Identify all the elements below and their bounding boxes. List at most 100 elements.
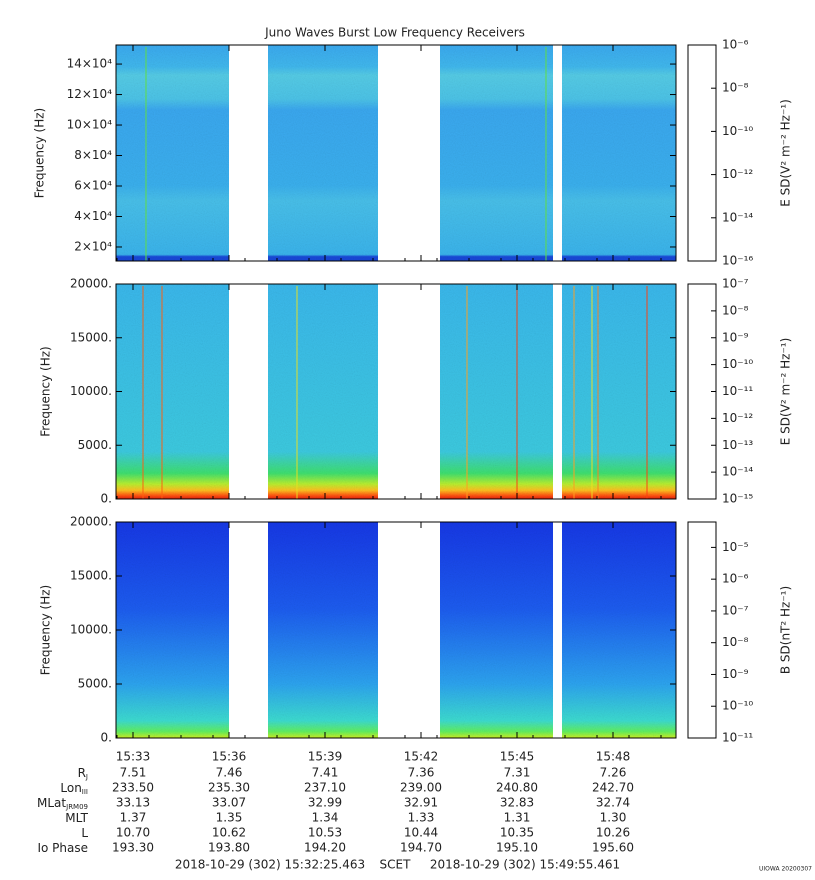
x-tick-label: 15:42 bbox=[404, 750, 439, 764]
ephemeris-name: MLT bbox=[65, 811, 88, 825]
ephemeris-sub: JRM09 bbox=[65, 803, 88, 811]
colorbar-tick-label: 10⁻⁹ bbox=[722, 667, 749, 681]
ephemeris-label: LonIII bbox=[60, 781, 88, 797]
colorbar bbox=[687, 44, 717, 262]
ephemeris-value: 32.91 bbox=[404, 796, 438, 810]
footer-start: 2018-10-29 (302) 15:32:25.463 bbox=[175, 858, 365, 872]
ephemeris-value: 240.80 bbox=[496, 781, 538, 795]
x-tick-label: 15:48 bbox=[596, 750, 631, 764]
ephemeris-value: 10.44 bbox=[404, 826, 438, 840]
ephemeris-value: 33.07 bbox=[212, 796, 246, 810]
ephemeris-value: 7.26 bbox=[600, 766, 627, 780]
ephemeris-label: MLT bbox=[65, 811, 88, 825]
colorbar-tick-label: 10⁻⁶ bbox=[722, 38, 749, 52]
y-tick-label: 4×10⁴ bbox=[74, 209, 112, 223]
colorbar-tick-label: 10⁻¹¹ bbox=[722, 731, 753, 745]
ephemeris-value: 33.13 bbox=[116, 796, 150, 810]
ephemeris-value: 1.33 bbox=[408, 811, 435, 825]
colorbar-tick-label: 10⁻¹⁵ bbox=[722, 492, 753, 506]
colorbar-tick-label: 10⁻⁸ bbox=[722, 81, 749, 95]
ephemeris-value: 10.70 bbox=[116, 826, 150, 840]
colorbar-tick-label: 10⁻⁷ bbox=[722, 277, 749, 291]
ephemeris-value: 239.00 bbox=[400, 781, 442, 795]
ephemeris-value: 7.41 bbox=[312, 766, 339, 780]
colorbar-tick-label: 10⁻¹² bbox=[722, 411, 753, 425]
ephemeris-value: 10.53 bbox=[308, 826, 342, 840]
ephemeris-name: L bbox=[81, 826, 88, 840]
ephemeris-value: 194.70 bbox=[400, 841, 442, 855]
ephemeris-value: 242.70 bbox=[592, 781, 634, 795]
ephemeris-value: 32.99 bbox=[308, 796, 342, 810]
ephemeris-value: 1.37 bbox=[120, 811, 147, 825]
y-tick-label: 20000. bbox=[70, 515, 112, 529]
ephemeris-value: 7.36 bbox=[408, 766, 435, 780]
ephemeris-value: 235.30 bbox=[208, 781, 250, 795]
colorbar-tick-label: 10⁻¹⁰ bbox=[722, 699, 753, 713]
data-gap bbox=[378, 44, 440, 262]
y-axis-label: Frequency (Hz) bbox=[39, 346, 53, 437]
colorbar-label: E SD(V² m⁻² Hz⁻¹) bbox=[779, 338, 793, 446]
ephemeris-value: 1.30 bbox=[600, 811, 627, 825]
ephemeris-value: 237.10 bbox=[304, 781, 346, 795]
ephemeris-value: 10.62 bbox=[212, 826, 246, 840]
colorbar-tick-label: 10⁻¹⁰ bbox=[722, 357, 753, 371]
footer-end: 2018-10-29 (302) 15:49:55.461 bbox=[430, 858, 620, 872]
data-gap bbox=[378, 521, 440, 739]
ephemeris-value: 32.74 bbox=[596, 796, 630, 810]
ephemeris-value: 1.31 bbox=[504, 811, 531, 825]
ephemeris-value: 194.20 bbox=[304, 841, 346, 855]
data-gap bbox=[229, 283, 268, 500]
ephemeris-label: L bbox=[81, 826, 88, 840]
y-tick-label: 2×10⁴ bbox=[74, 239, 112, 253]
data-gap bbox=[553, 44, 562, 262]
y-tick-label: 20000. bbox=[70, 277, 112, 291]
y-tick-label: 0. bbox=[101, 492, 112, 506]
y-axis-label: Frequency (Hz) bbox=[33, 108, 47, 199]
ephemeris-label: Io Phase bbox=[37, 841, 88, 855]
y-tick-label: 15000. bbox=[70, 569, 112, 583]
ephemeris-name: Io Phase bbox=[37, 841, 88, 855]
ephemeris-value: 7.46 bbox=[216, 766, 243, 780]
colorbar bbox=[687, 521, 717, 739]
ephemeris-value: 7.31 bbox=[504, 766, 531, 780]
data-gap bbox=[553, 283, 562, 500]
colorbar-tick-label: 10⁻⁸ bbox=[722, 635, 749, 649]
y-tick-label: 6×10⁴ bbox=[74, 179, 112, 193]
y-tick-label: 10000. bbox=[70, 623, 112, 637]
colorbar-label: B SD(nT² Hz⁻¹) bbox=[779, 586, 793, 674]
y-tick-label: 10000. bbox=[70, 384, 112, 398]
x-tick-label: 15:36 bbox=[212, 750, 247, 764]
ephemeris-value: 10.35 bbox=[500, 826, 534, 840]
ephemeris-sub: III bbox=[82, 788, 88, 796]
ephemeris-value: 1.35 bbox=[216, 811, 243, 825]
y-tick-label: 12×10⁴ bbox=[67, 87, 113, 101]
colorbar-tick-label: 10⁻⁶ bbox=[722, 572, 749, 586]
colorbar-tick-label: 10⁻¹³ bbox=[722, 438, 753, 452]
ephemeris-name: R bbox=[78, 766, 86, 780]
ephemeris-value: 233.50 bbox=[112, 781, 154, 795]
ephemeris-value: 10.26 bbox=[596, 826, 630, 840]
colorbar-tick-label: 10⁻¹⁶ bbox=[722, 254, 753, 268]
ephemeris-value: 193.30 bbox=[112, 841, 154, 855]
x-tick-label: 15:45 bbox=[500, 750, 535, 764]
y-tick-label: 5000. bbox=[78, 677, 112, 691]
ephemeris-value: 1.34 bbox=[312, 811, 339, 825]
ephemeris-name: MLat bbox=[37, 796, 66, 810]
colorbar-label: E SD(V² m⁻² Hz⁻¹) bbox=[779, 99, 793, 207]
data-gap bbox=[229, 521, 268, 739]
colorbar-tick-label: 10⁻¹² bbox=[722, 167, 753, 181]
ephemeris-value: 195.60 bbox=[592, 841, 634, 855]
title: Juno Waves Burst Low Frequency Receivers bbox=[264, 26, 525, 40]
colorbar-tick-label: 10⁻⁸ bbox=[722, 303, 749, 317]
data-gap bbox=[553, 521, 562, 739]
y-tick-label: 0. bbox=[101, 731, 112, 745]
ephemeris-label: RJ bbox=[78, 766, 88, 782]
ephemeris-sub: J bbox=[85, 773, 88, 781]
y-tick-label: 8×10⁴ bbox=[74, 148, 112, 162]
ephemeris-value: 32.83 bbox=[500, 796, 534, 810]
colorbar-tick-label: 10⁻¹¹ bbox=[722, 384, 753, 398]
y-tick-label: 5000. bbox=[78, 438, 112, 452]
y-axis-label: Frequency (Hz) bbox=[39, 585, 53, 676]
ephemeris-label: MLatJRM09 bbox=[37, 796, 88, 812]
